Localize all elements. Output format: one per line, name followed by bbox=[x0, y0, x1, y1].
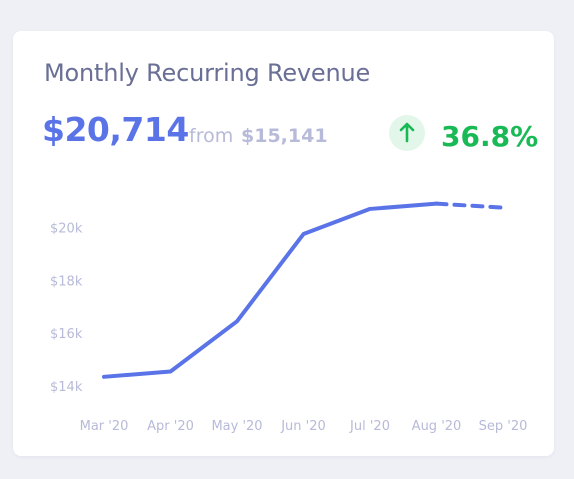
x-tick-label: Sep '20 bbox=[479, 419, 528, 434]
series-lines bbox=[102, 201, 505, 379]
x-tick-label: May '20 bbox=[211, 419, 262, 434]
y-tick-label: $14k bbox=[50, 380, 83, 395]
trend-badge bbox=[389, 115, 425, 151]
arrow-up-icon bbox=[399, 122, 415, 143]
y-tick-label: $18k bbox=[50, 274, 83, 289]
change-percent: 36.8% bbox=[441, 120, 539, 153]
y-axis-ticks: $14k $16k $18k $20k bbox=[50, 221, 83, 395]
card-title: Monthly Recurring Revenue bbox=[44, 59, 371, 87]
mrr-card: Monthly Recurring Revenue $20,714 from $… bbox=[13, 31, 554, 456]
current-value: $20,714 bbox=[42, 110, 189, 149]
x-tick-label: Jun '20 bbox=[280, 419, 326, 434]
from-label: from bbox=[189, 125, 234, 147]
y-tick-label: $20k bbox=[50, 221, 83, 236]
y-tick-label: $16k bbox=[50, 327, 83, 342]
x-tick-label: Aug '20 bbox=[412, 419, 462, 434]
series-line-projected bbox=[434, 201, 505, 210]
x-tick-label: Jul '20 bbox=[349, 419, 390, 434]
series-line-actual bbox=[102, 201, 439, 379]
x-axis-ticks: Mar '20 Apr '20 May '20 Jun '20 Jul '20 Aug '… bbox=[80, 419, 528, 434]
x-tick-label: Apr '20 bbox=[147, 419, 194, 434]
x-tick-label: Mar '20 bbox=[80, 419, 129, 434]
previous-value: $15,141 bbox=[241, 125, 328, 147]
